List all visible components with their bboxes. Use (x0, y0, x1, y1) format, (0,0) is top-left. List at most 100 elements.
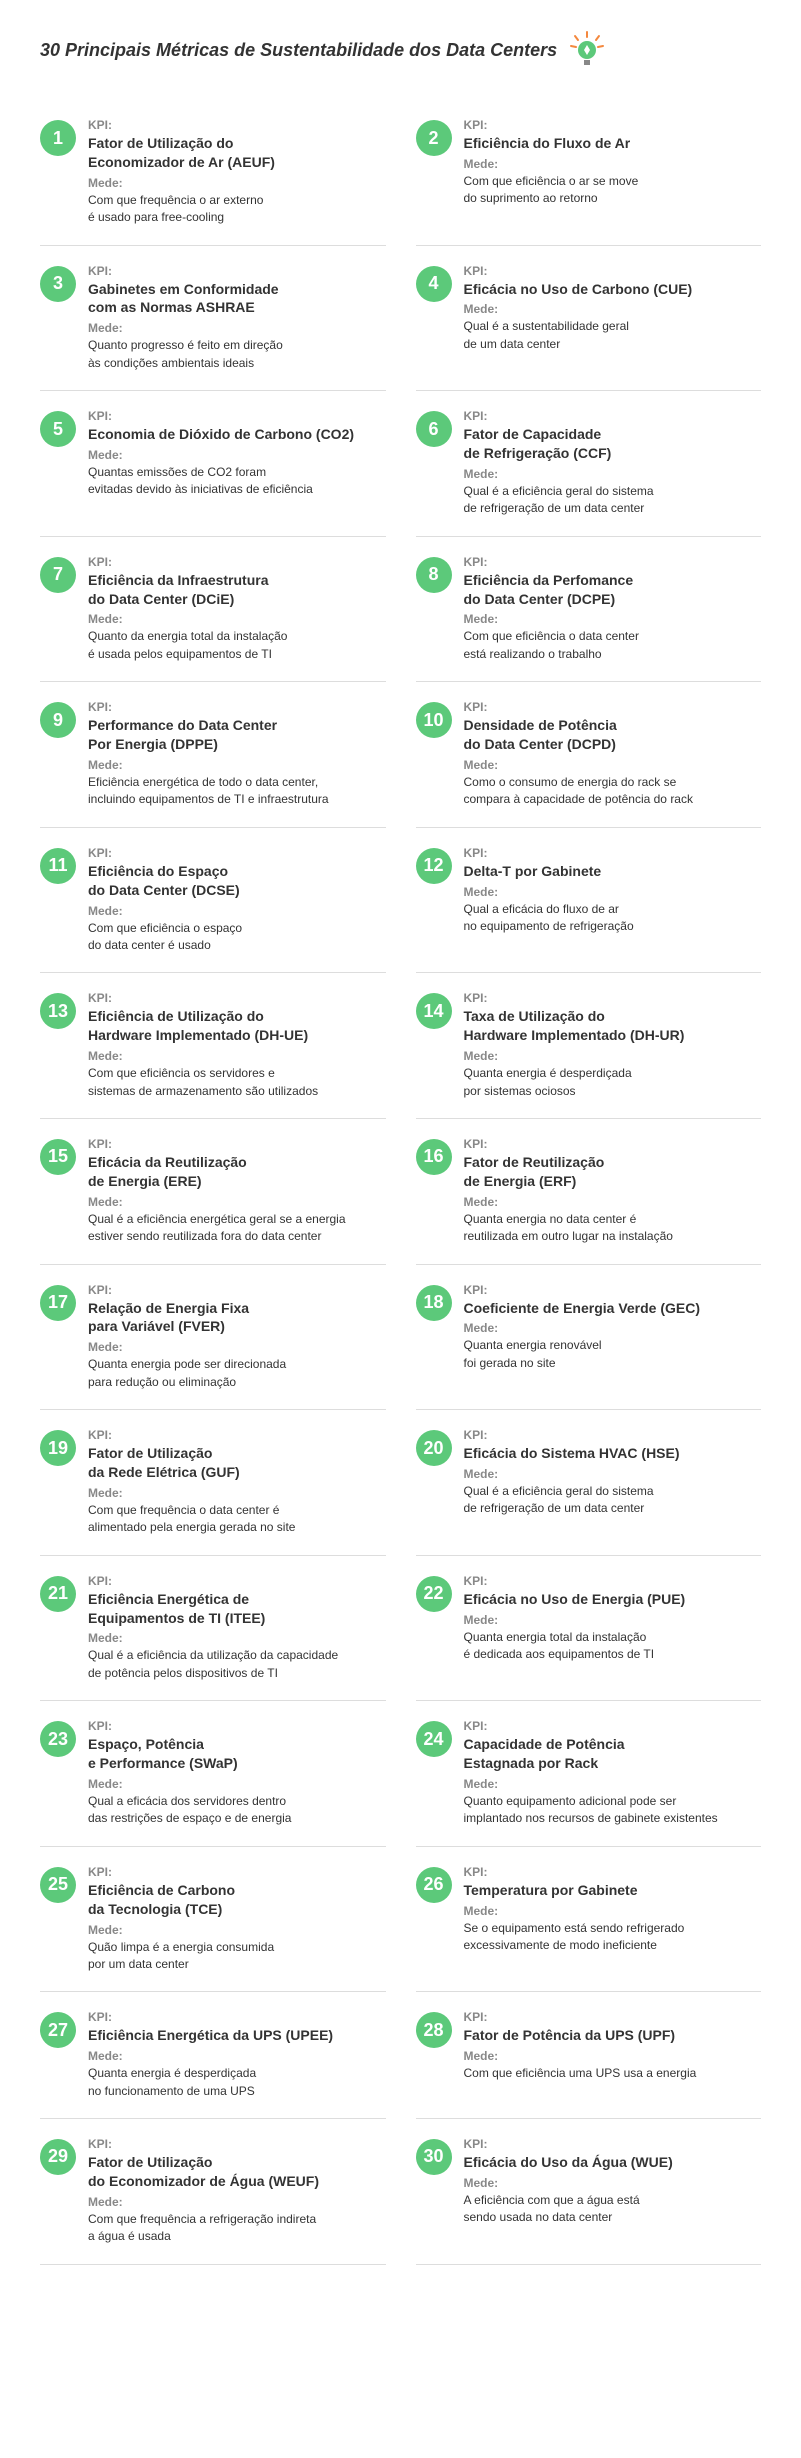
metric-number-badge: 13 (40, 993, 76, 1029)
kpi-label: KPI: (464, 1865, 762, 1879)
mede-label: Mede: (464, 612, 762, 626)
metric-content: KPI:Densidade de Potência do Data Center… (464, 700, 762, 809)
kpi-label: KPI: (88, 1865, 386, 1879)
page-header: 30 Principais Métricas de Sustentabilida… (40, 30, 761, 70)
mede-label: Mede: (88, 1777, 386, 1791)
metric-content: KPI:Taxa de Utilização do Hardware Imple… (464, 991, 762, 1100)
mede-text: Qual é a sustentabilidade geral de um da… (464, 318, 762, 353)
kpi-name: Eficiência do Fluxo de Ar (464, 134, 762, 153)
kpi-label: KPI: (88, 2137, 386, 2151)
kpi-label: KPI: (88, 2010, 386, 2024)
metric-item: 26KPI:Temperatura por GabineteMede:Se o … (416, 1847, 762, 1993)
metric-number-badge: 21 (40, 1576, 76, 1612)
metric-number-badge: 25 (40, 1867, 76, 1903)
kpi-name: Eficiência Energética da UPS (UPEE) (88, 2026, 386, 2045)
metric-number-badge: 9 (40, 702, 76, 738)
kpi-name: Relação de Energia Fixa para Variável (F… (88, 1299, 386, 1337)
lightbulb-icon (567, 30, 607, 70)
metric-item: 18KPI:Coeficiente de Energia Verde (GEC)… (416, 1265, 762, 1411)
metric-item: 13KPI:Eficiência de Utilização do Hardwa… (40, 973, 386, 1119)
mede-label: Mede: (464, 1467, 762, 1481)
metric-number-badge: 16 (416, 1139, 452, 1175)
kpi-label: KPI: (88, 700, 386, 714)
mede-label: Mede: (88, 321, 386, 335)
mede-text: Quantas emissões de CO2 foram evitadas d… (88, 464, 386, 499)
kpi-label: KPI: (464, 1574, 762, 1588)
mede-text: Como o consumo de energia do rack se com… (464, 774, 762, 809)
kpi-name: Fator de Utilização do Economizador de Á… (88, 2153, 386, 2191)
kpi-name: Capacidade de Potência Estagnada por Rac… (464, 1735, 762, 1773)
mede-text: Com que eficiência o espaço do data cent… (88, 920, 386, 955)
metric-item: 12KPI:Delta-T por GabineteMede:Qual a ef… (416, 828, 762, 974)
mede-text: Com que eficiência o data center está re… (464, 628, 762, 663)
metric-number-badge: 8 (416, 557, 452, 593)
kpi-name: Fator de Potência da UPS (UPF) (464, 2026, 762, 2045)
mede-label: Mede: (88, 904, 386, 918)
metric-content: KPI:Coeficiente de Energia Verde (GEC)Me… (464, 1283, 762, 1373)
mede-label: Mede: (88, 1631, 386, 1645)
mede-text: Com que eficiência os servidores e siste… (88, 1065, 386, 1100)
metric-item: 1KPI:Fator de Utilização do Economizador… (40, 100, 386, 246)
kpi-label: KPI: (88, 846, 386, 860)
mede-label: Mede: (464, 302, 762, 316)
kpi-label: KPI: (88, 1719, 386, 1733)
metric-content: KPI: Fator de Utilização do Economizador … (88, 2137, 386, 2246)
mede-text: Qual é a eficiência geral do sistema de … (464, 1483, 762, 1518)
metric-number-badge: 11 (40, 848, 76, 884)
kpi-label: KPI: (464, 2010, 762, 2024)
kpi-label: KPI: (464, 264, 762, 278)
metric-number-badge: 2 (416, 120, 452, 156)
metric-item: 4 KPI: Eficácia no Uso de Carbono (CUE) Med… (416, 246, 762, 392)
metric-item: 7KPI:Eficiência da Infraestrutura do Dat… (40, 537, 386, 683)
metric-item: 21KPI:Eficiência Energética de Equipamen… (40, 1556, 386, 1702)
mede-text: Quanto equipamento adicional pode ser im… (464, 1793, 762, 1828)
mede-label: Mede: (464, 1904, 762, 1918)
kpi-name: Gabinetes em Conformidade com as Normas … (88, 280, 386, 318)
kpi-name: Eficácia do Uso da Água (WUE) (464, 2153, 762, 2172)
metric-number-badge: 23 (40, 1721, 76, 1757)
kpi-name: Eficiência do Espaço do Data Center (DCS… (88, 862, 386, 900)
metric-number-badge: 7 (40, 557, 76, 593)
metric-number-badge: 28 (416, 2012, 452, 2048)
kpi-name: Eficiência de Utilização do Hardware Imp… (88, 1007, 386, 1045)
kpi-name: Eficácia no Uso de Carbono (CUE) (464, 280, 762, 299)
mede-label: Mede: (88, 176, 386, 190)
mede-text: Quanta energia total da instalação é ded… (464, 1629, 762, 1664)
kpi-label: KPI: (464, 555, 762, 569)
metric-item: 5KPI:Economia de Dióxido de Carbono (CO2… (40, 391, 386, 537)
mede-text: Quanta energia é desperdiçada por sistem… (464, 1065, 762, 1100)
metric-number-badge: 4 (416, 266, 452, 302)
mede-text: Com que eficiência o ar se move do supri… (464, 173, 762, 208)
metric-item: 17KPI:Relação de Energia Fixa para Variá… (40, 1265, 386, 1411)
mede-text: Qual é a eficiência energética geral se … (88, 1211, 386, 1246)
mede-label: Mede: (464, 1321, 762, 1335)
metric-content: KPI:Eficácia no Uso de Energia (PUE)Mede… (464, 1574, 762, 1664)
mede-text: Eficiência energética de todo o data cen… (88, 774, 386, 809)
mede-text: Quanta energia é desperdiçada no funcion… (88, 2065, 386, 2100)
metric-content: KPI: Eficácia no Uso de Carbono (CUE) Mede… (464, 264, 762, 354)
metric-content: KPI:Performance do Data Center Por Energ… (88, 700, 386, 809)
kpi-name: Coeficiente de Energia Verde (GEC) (464, 1299, 762, 1318)
mede-label: Mede: (464, 885, 762, 899)
metric-item: 30KPI:Eficácia do Uso da Água (WUE)Mede:… (416, 2119, 762, 2265)
metric-number-badge: 6 (416, 411, 452, 447)
mede-label: Mede: (464, 2049, 762, 2063)
kpi-name: Eficácia do Sistema HVAC (HSE) (464, 1444, 762, 1463)
metric-number-badge: 17 (40, 1285, 76, 1321)
metric-content: KPI:Eficiência de Carbono da Tecnologia … (88, 1865, 386, 1974)
kpi-name: Economia de Dióxido de Carbono (CO2) (88, 425, 386, 444)
metric-number-badge: 3 (40, 266, 76, 302)
kpi-name: Espaço, Potência e Performance (SWaP) (88, 1735, 386, 1773)
mede-label: Mede: (464, 157, 762, 171)
mede-text: Qual é a eficiência geral do sistema de … (464, 483, 762, 518)
mede-text: Quanto progresso é feito em direção às c… (88, 337, 386, 372)
metric-item: 24KPI:Capacidade de Potência Estagnada p… (416, 1701, 762, 1847)
mede-text: Com que frequência o ar externo é usado … (88, 192, 386, 227)
kpi-name: Eficiência da Perfomance do Data Center … (464, 571, 762, 609)
mede-text: Com que frequência a refrigeração indire… (88, 2211, 386, 2246)
metric-content: KPI: Eficiência do Espaço do Data Center … (88, 846, 386, 955)
mede-label: Mede: (88, 1486, 386, 1500)
kpi-label: KPI: (88, 409, 386, 423)
kpi-label: KPI: (464, 409, 762, 423)
mede-label: Mede: (464, 1613, 762, 1627)
